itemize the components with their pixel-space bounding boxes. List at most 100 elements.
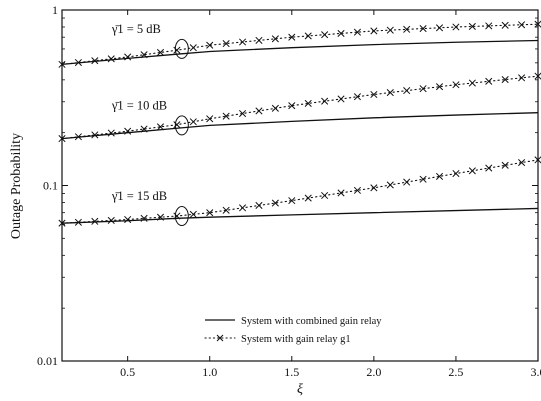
series-marker-x xyxy=(468,167,476,175)
series-marker-x xyxy=(370,27,378,35)
series-marker-x xyxy=(288,33,296,41)
series-marker-x xyxy=(189,44,197,52)
series-marker-x xyxy=(452,169,460,178)
series-marker-x xyxy=(206,209,214,217)
y-axis-label: Outage Probability xyxy=(9,133,24,239)
series-marker-x xyxy=(222,112,230,120)
series-marker-x xyxy=(518,159,526,167)
plot-area xyxy=(61,9,539,362)
x-tick-label: 1.0 xyxy=(202,365,217,379)
x-tick-label: 1.5 xyxy=(284,365,299,379)
series-marker-x xyxy=(124,215,132,224)
series-marker-x xyxy=(403,87,411,95)
series-line-combined-gain xyxy=(61,112,539,140)
x-tick-label: 2.0 xyxy=(366,365,381,379)
group-marker-ellipse xyxy=(174,206,189,227)
series-marker-x xyxy=(403,25,411,33)
series-marker-x xyxy=(321,97,329,105)
series-marker-x xyxy=(337,189,345,197)
series-marker-x xyxy=(304,32,312,40)
series-marker-x xyxy=(321,191,329,200)
series-marker-x xyxy=(189,210,197,218)
series-marker-x xyxy=(124,53,132,61)
series-marker-x xyxy=(238,38,247,46)
y-tick-label: 0.01 xyxy=(37,354,58,368)
series-marker-x xyxy=(435,24,444,32)
group-label: γ̄1 = 15 dB xyxy=(111,189,167,203)
series-marker-x xyxy=(419,175,427,183)
series-marker-x xyxy=(337,95,345,103)
annotations-layer: γ̄1 = 5 dB γ̄1 = 10 dB γ̄1 = 15 dB xyxy=(111,22,189,227)
series-marker-x xyxy=(189,118,197,126)
series-marker-x xyxy=(206,41,214,49)
series-line-combined-gain xyxy=(61,39,539,66)
series-marker-x xyxy=(435,83,444,91)
series-marker-x xyxy=(321,31,329,39)
y-tick-label: 0.1 xyxy=(43,179,58,193)
series-marker-x xyxy=(140,125,148,133)
x-tick-label: 0.5 xyxy=(120,365,135,379)
series-marker-x xyxy=(58,60,66,68)
series-line-combined-gain xyxy=(61,207,539,224)
series-marker-x xyxy=(501,76,509,84)
series-marker-x xyxy=(91,131,99,139)
series-marker-x xyxy=(370,184,378,192)
series-marker-x xyxy=(353,186,362,194)
series-marker-x xyxy=(271,35,279,43)
series-marker-x xyxy=(288,102,296,110)
series-marker-x xyxy=(288,197,296,205)
series-marker-x xyxy=(419,85,427,93)
series-marker-x xyxy=(255,107,263,115)
series-marker-x xyxy=(58,135,66,143)
series-marker-x xyxy=(452,81,460,89)
series-marker-x xyxy=(156,48,165,57)
series-marker-x xyxy=(222,40,230,48)
series-marker-x xyxy=(403,178,411,186)
series-marker-x xyxy=(419,25,427,33)
y-tick-labels: 0.01 0.1 1 xyxy=(37,3,58,368)
x-tick-labels: 0.5 1.0 1.5 2.0 2.5 3.0 xyxy=(120,365,541,379)
series-marker-x xyxy=(501,21,509,29)
series-marker-x xyxy=(238,204,247,212)
series-marker-x xyxy=(452,23,460,31)
series-marker-x xyxy=(534,72,541,80)
group-label: γ̄1 = 5 dB xyxy=(111,22,161,36)
series-marker-x xyxy=(107,129,115,137)
series-marker-x xyxy=(370,90,378,99)
series-marker-x xyxy=(91,57,99,65)
series-line-gain-g1 xyxy=(61,75,539,140)
series-marker-x xyxy=(140,214,148,222)
series-marker-x xyxy=(91,217,99,225)
series-marker-x xyxy=(74,58,82,67)
series-marker-x xyxy=(534,156,541,164)
series-marker-x xyxy=(468,22,476,31)
series-marker-x xyxy=(485,164,493,172)
x-axis-label: ξ xyxy=(297,382,303,397)
series-marker-x xyxy=(74,133,82,141)
series-marker-x xyxy=(173,212,181,220)
legend: System with combined gain relay System wi… xyxy=(204,316,382,345)
series-marker-x xyxy=(238,109,247,118)
legend-swatch-marker xyxy=(216,334,224,342)
series-marker-x xyxy=(173,46,181,54)
series-marker-x xyxy=(518,74,526,82)
series-marker-x xyxy=(271,199,279,207)
series-marker-x xyxy=(353,28,362,36)
series-marker-x xyxy=(107,216,115,224)
legend-label: System with combined gain relay xyxy=(241,316,382,327)
series-marker-x xyxy=(485,22,493,30)
series-marker-x xyxy=(435,172,444,180)
group-marker-ellipse xyxy=(174,38,189,59)
series-line-gain-g1 xyxy=(61,159,539,224)
series-marker-x xyxy=(156,213,165,221)
y-tick-label: 1 xyxy=(52,3,58,17)
series-marker-x xyxy=(156,123,165,131)
series-layer xyxy=(58,20,541,227)
group-marker-ellipse xyxy=(174,115,189,136)
series-marker-x xyxy=(337,29,345,37)
series-marker-x xyxy=(173,121,181,129)
series-marker-x xyxy=(304,99,312,107)
legend-label: System with gain relay g1 xyxy=(241,334,351,345)
series-marker-x xyxy=(353,93,362,101)
